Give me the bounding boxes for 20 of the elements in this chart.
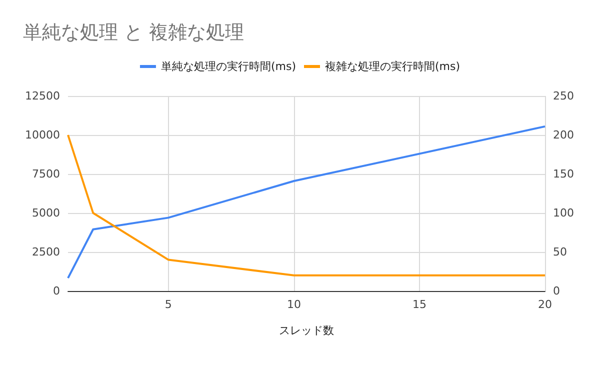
chart-title: 単純な処理 と 複雑な処理	[23, 22, 244, 44]
y2-tick-label: 150	[553, 168, 574, 180]
y2-tick-label: 250	[553, 90, 574, 102]
y-tick-label: 10000	[25, 128, 60, 142]
y2-tick-label: 100	[553, 206, 574, 220]
y-tick-label: 7500	[32, 168, 60, 180]
legend-label: 単純な処理の実行時間(ms)	[160, 60, 296, 73]
x-tick-label: 20	[538, 298, 552, 311]
x-axis-title: スレッド数	[279, 324, 334, 337]
y-tick-label: 12500	[25, 90, 60, 102]
x-tick-label: 10	[286, 298, 301, 311]
y-tick-label: 0	[53, 284, 60, 298]
x-tick-label: 15	[412, 298, 426, 311]
y-tick-label: 5000	[32, 206, 60, 220]
x-tick-label: 5	[164, 298, 172, 311]
y2-tick-label: 0	[553, 284, 560, 298]
y2-tick-label: 200	[553, 128, 574, 142]
y2-tick-label: 50	[553, 246, 567, 258]
y-tick-label: 2500	[32, 246, 60, 258]
legend-label: 複雑な処理の実行時間(ms)	[325, 60, 460, 73]
